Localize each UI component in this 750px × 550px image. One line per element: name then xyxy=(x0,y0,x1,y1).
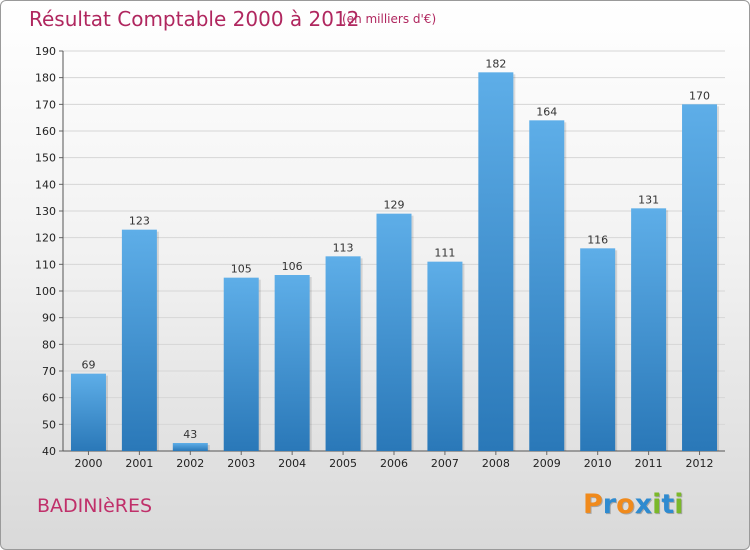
x-tick-label: 2001 xyxy=(125,457,153,470)
bar-value-label: 123 xyxy=(129,215,150,228)
bar xyxy=(682,104,718,451)
x-tick-label: 2003 xyxy=(227,457,255,470)
chart-title: Résultat Comptable 2000 à 2012 xyxy=(29,7,360,31)
bar xyxy=(274,275,310,451)
bars xyxy=(70,72,720,451)
x-tick-label: 2008 xyxy=(482,457,510,470)
y-tick-label: 190 xyxy=(35,45,56,58)
x-tick-label: 2012 xyxy=(686,457,714,470)
bar xyxy=(478,72,514,451)
x-tick-label: 2009 xyxy=(533,457,561,470)
logo-letter: t xyxy=(661,489,675,520)
y-tick-label: 160 xyxy=(35,125,56,138)
y-tick-label: 100 xyxy=(35,285,56,298)
bar xyxy=(121,229,157,451)
bar-value-label: 43 xyxy=(183,428,197,441)
x-tick-label: 2002 xyxy=(176,457,204,470)
x-tick-label: 2005 xyxy=(329,457,357,470)
bar-value-label: 69 xyxy=(81,359,95,372)
logo-letter: P xyxy=(583,489,603,520)
bar-value-label: 182 xyxy=(485,57,506,70)
bar-value-label: 164 xyxy=(536,105,557,118)
y-tick-label: 60 xyxy=(42,392,56,405)
bar xyxy=(325,256,361,451)
bar-value-label: 106 xyxy=(282,260,303,273)
y-tick-label: 180 xyxy=(35,72,56,85)
y-tick-label: 120 xyxy=(35,232,56,245)
x-tick-label: 2011 xyxy=(635,457,663,470)
y-tick-label: 110 xyxy=(35,258,56,271)
bar-value-label: 111 xyxy=(434,247,455,260)
bar-value-label: 129 xyxy=(384,199,405,212)
y-tick-label: 150 xyxy=(35,152,56,165)
logo-letter: i xyxy=(652,489,662,520)
bar xyxy=(223,277,259,451)
y-tick-label: 140 xyxy=(35,178,56,191)
logo-letter: i xyxy=(674,489,684,520)
y-tick-label: 70 xyxy=(42,365,56,378)
x-tick-label: 2010 xyxy=(584,457,612,470)
bar-value-label: 105 xyxy=(231,263,252,276)
bar xyxy=(376,213,412,451)
y-tick-label: 40 xyxy=(42,445,56,458)
y-tick-label: 130 xyxy=(35,205,56,218)
x-tick-label: 2007 xyxy=(431,457,459,470)
bar xyxy=(427,261,463,451)
logo-letter: r xyxy=(602,489,617,520)
logo-letter: o xyxy=(616,489,635,520)
bar-value-label: 113 xyxy=(333,241,354,254)
bar-value-label: 170 xyxy=(689,89,710,102)
logo-letter: x xyxy=(634,489,653,520)
bar-value-label: 131 xyxy=(638,193,659,206)
proxiti-logo[interactable]: Proxiti xyxy=(583,489,684,520)
bar xyxy=(631,208,667,451)
bar xyxy=(70,373,106,451)
y-tick-label: 90 xyxy=(42,312,56,325)
x-tick-label: 2000 xyxy=(74,457,102,470)
chart-subtitle: (en milliers d'€) xyxy=(342,12,437,26)
bar xyxy=(529,120,565,451)
labels: 69 123 43 105 106 113 129 111 182 164 116 131 170 xyxy=(81,57,710,441)
y-tick-label: 80 xyxy=(42,338,56,351)
bar xyxy=(172,443,208,451)
y-tick-label: 170 xyxy=(35,98,56,111)
y-tick-label: 50 xyxy=(42,418,56,431)
commune-name: BADINIèRES xyxy=(37,495,153,517)
bar-value-label: 116 xyxy=(587,233,608,246)
x-tick-label: 2004 xyxy=(278,457,306,470)
x-tick-label: 2006 xyxy=(380,457,408,470)
bar xyxy=(580,248,616,451)
